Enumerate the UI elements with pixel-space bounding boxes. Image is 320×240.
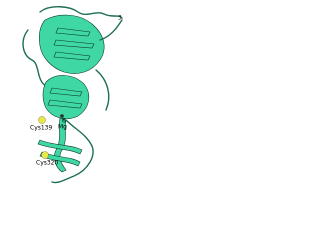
cys-site bbox=[41, 151, 49, 159]
label: Cys139 bbox=[30, 125, 53, 132]
loop bbox=[51, 119, 94, 184]
cys-site bbox=[38, 116, 46, 124]
domain bbox=[42, 75, 90, 120]
loop bbox=[95, 19, 123, 111]
label: Cys320 bbox=[36, 160, 59, 167]
loop bbox=[39, 6, 123, 19]
metal-ion bbox=[60, 114, 64, 118]
label: 3 bbox=[118, 15, 122, 22]
sheet bbox=[47, 87, 83, 109]
label: Mg bbox=[58, 124, 67, 131]
sheet bbox=[37, 139, 83, 167]
label: 6 bbox=[62, 118, 66, 125]
sheet bbox=[53, 27, 95, 61]
protein-figure: 3 6 Mg Cys139 Cys320 bbox=[22, 6, 123, 184]
protein-ribbon bbox=[22, 6, 123, 184]
loop bbox=[22, 29, 47, 87]
